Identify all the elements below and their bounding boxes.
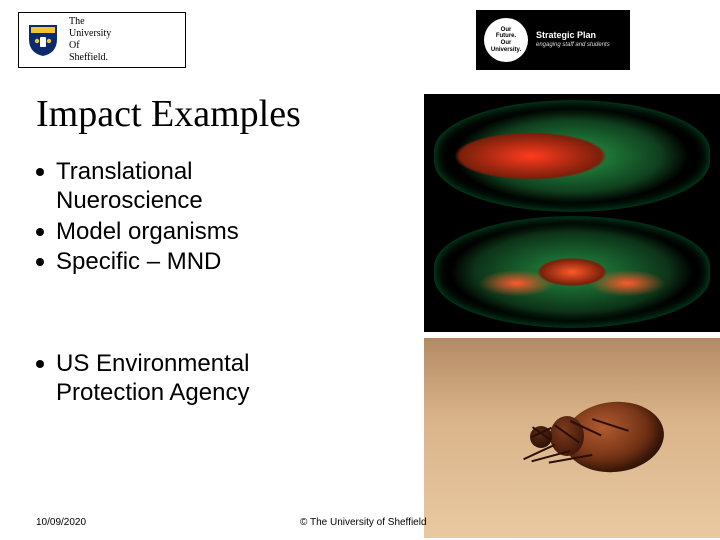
shield-icon xyxy=(27,23,59,57)
circle-line3: Our xyxy=(501,40,512,47)
slide-title: Impact Examples xyxy=(36,92,301,136)
footer-copyright: © The University of Sheffield xyxy=(300,517,427,528)
bed-bug-image xyxy=(424,338,720,538)
university-of-sheffield-logo: The University Of Sheffield. xyxy=(18,12,186,68)
uni-line1: The xyxy=(69,16,111,28)
list-item: Model organisms xyxy=(36,218,336,247)
microscopy-image xyxy=(424,94,720,332)
university-name: The University Of Sheffield. xyxy=(69,16,111,64)
plan-subtitle: engaging staff and students xyxy=(536,42,610,50)
uni-line2: University xyxy=(69,28,111,40)
bullet-text: Specific – MND xyxy=(56,248,336,277)
bullet-text: Translational Nueroscience xyxy=(56,158,336,216)
slide: The University Of Sheffield. Our Future.… xyxy=(0,0,720,540)
uni-line3: Of xyxy=(69,40,111,52)
zebrafish-lateral-panel xyxy=(434,100,710,212)
plan-text: Strategic Plan engaging staff and studen… xyxy=(536,30,610,49)
our-future-circle-icon: Our Future. Our University. xyxy=(484,18,528,62)
footer-date: 10/09/2020 xyxy=(36,517,86,528)
list-item: Specific – MND xyxy=(36,248,336,277)
uni-line4: Sheffield. xyxy=(69,52,111,64)
bullet-text: US Environmental Protection Agency xyxy=(56,350,336,408)
bullet-list-2: US Environmental Protection Agency xyxy=(36,350,336,410)
bullet-dot-icon xyxy=(36,228,44,236)
strategic-plan-logo: Our Future. Our University. Strategic Pl… xyxy=(476,10,630,70)
bullet-dot-icon xyxy=(36,258,44,266)
bullet-dot-icon xyxy=(36,360,44,368)
bullet-dot-icon xyxy=(36,168,44,176)
list-item: Translational Nueroscience xyxy=(36,158,336,216)
list-item: US Environmental Protection Agency xyxy=(36,350,336,408)
circle-line2: Future. xyxy=(496,33,516,40)
zebrafish-dorsal-panel xyxy=(434,216,710,328)
plan-title: Strategic Plan xyxy=(536,30,610,42)
circle-line4: University. xyxy=(491,47,521,54)
circle-line1: Our xyxy=(501,27,512,34)
bullet-list-1: Translational Nueroscience Model organis… xyxy=(36,158,336,279)
bullet-text: Model organisms xyxy=(56,218,336,247)
bed-bug-icon xyxy=(514,392,664,482)
